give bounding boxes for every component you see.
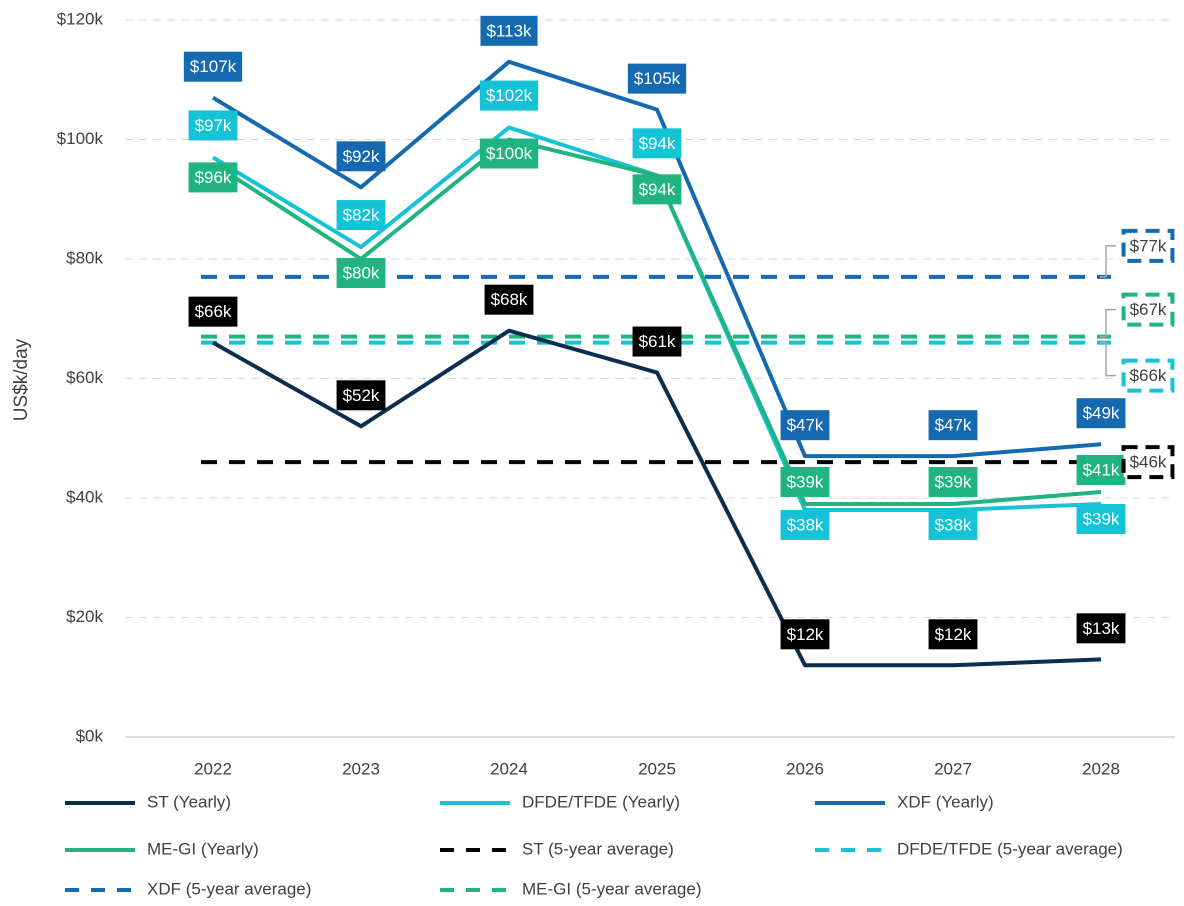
data-label: $92k [343, 147, 380, 166]
data-label-box [632, 128, 682, 159]
data-label: $47k [787, 416, 824, 435]
y-tick-label: $120k [57, 9, 104, 28]
data-label: $61k [639, 332, 676, 351]
data-label-box [1121, 292, 1175, 327]
data-label-box [336, 141, 386, 172]
y-tick-label: $80k [66, 248, 103, 267]
data-label: $102k [486, 86, 533, 105]
data-label-box [928, 410, 978, 441]
data-label: $105k [634, 69, 681, 88]
data-label-box [1076, 503, 1126, 534]
data-label-box [336, 258, 386, 288]
x-tick-label: 2028 [1082, 759, 1120, 778]
data-label: $38k [935, 515, 972, 534]
y-tick-label: $40k [66, 487, 103, 506]
data-label-box [336, 380, 386, 411]
data-label: $97k [195, 116, 232, 135]
data-label: $113k [486, 21, 532, 40]
series-line [212, 328, 1102, 668]
leader-line [1100, 308, 1116, 338]
data-label: $100k [486, 144, 533, 163]
data-label-box [928, 509, 978, 540]
y-tick-label: $0k [76, 726, 104, 745]
legend-label: DFDE/TFDE (Yearly) [522, 792, 680, 811]
x-tick-label: 2026 [786, 759, 824, 778]
data-label: $67k [1130, 300, 1167, 319]
data-label-box [928, 466, 978, 497]
x-tick-label: 2023 [342, 759, 380, 778]
data-label-box [480, 15, 538, 46]
data-label-box [780, 619, 830, 650]
data-label-box [183, 51, 243, 82]
data-label: $39k [935, 472, 972, 491]
data-label: $94k [639, 180, 676, 199]
data-label: $66k [195, 302, 232, 321]
y-tick-label: $60k [66, 368, 103, 387]
data-label-box [632, 174, 682, 205]
series-line [211, 59, 1102, 459]
data-label: $47k [935, 416, 972, 435]
data-label: $66k [1130, 366, 1167, 385]
data-label-box [780, 466, 830, 497]
legend-label: XDF (5-year average) [147, 879, 311, 898]
data-label-box [336, 200, 386, 231]
data-label: $13k [1083, 619, 1120, 638]
data-label-box [780, 509, 830, 540]
data-label: $49k [1083, 404, 1120, 423]
data-label: $41k [1083, 461, 1120, 480]
data-label: $46k [1130, 453, 1167, 472]
y-axis-label: US$k/day [11, 338, 32, 421]
data-label-box [627, 63, 687, 94]
data-label-box [1121, 445, 1175, 480]
data-label-box [484, 284, 534, 315]
data-label-box [1076, 455, 1126, 486]
data-label-box [188, 162, 238, 193]
legend-label: ME-GI (5-year average) [522, 879, 702, 898]
y-tick-label: $100k [57, 129, 104, 148]
legend-label: ST (5-year average) [522, 839, 674, 858]
data-label: $68k [491, 290, 528, 309]
data-label-box [188, 296, 238, 327]
data-label-box [479, 138, 539, 169]
x-tick-label: 2022 [194, 759, 232, 778]
data-label: $12k [787, 625, 824, 644]
data-label: $94k [639, 134, 676, 153]
legend-label: DFDE/TFDE (5-year average) [897, 839, 1123, 858]
legend-label: ME-GI (Yearly) [147, 839, 259, 858]
data-label: $39k [1083, 509, 1120, 528]
x-tick-label: 2025 [638, 759, 676, 778]
data-label-box [188, 110, 238, 141]
data-label: $80k [343, 263, 380, 282]
data-label-box [1121, 228, 1175, 263]
x-tick-label: 2024 [490, 759, 528, 778]
data-label-box [632, 326, 682, 357]
y-tick-label: $20k [66, 607, 103, 626]
data-label: $12k [935, 625, 972, 644]
data-label: $52k [343, 386, 380, 405]
data-label-box [1076, 398, 1126, 429]
data-label-box [928, 619, 978, 650]
data-label-box [479, 80, 539, 111]
data-label-box [1121, 358, 1175, 393]
data-label: $39k [787, 472, 824, 491]
data-label: $38k [787, 515, 824, 534]
legend-label: ST (Yearly) [147, 792, 231, 811]
data-label-box [1076, 613, 1126, 644]
data-label-box [780, 410, 830, 441]
data-label: $107k [190, 57, 237, 76]
leader-line [1100, 341, 1116, 377]
x-tick-label: 2027 [934, 759, 972, 778]
data-label: $82k [343, 206, 380, 225]
data-label: $96k [195, 168, 232, 187]
data-label: $77k [1130, 236, 1167, 255]
legend-label: XDF (Yearly) [897, 792, 994, 811]
leader-line [1100, 245, 1116, 278]
